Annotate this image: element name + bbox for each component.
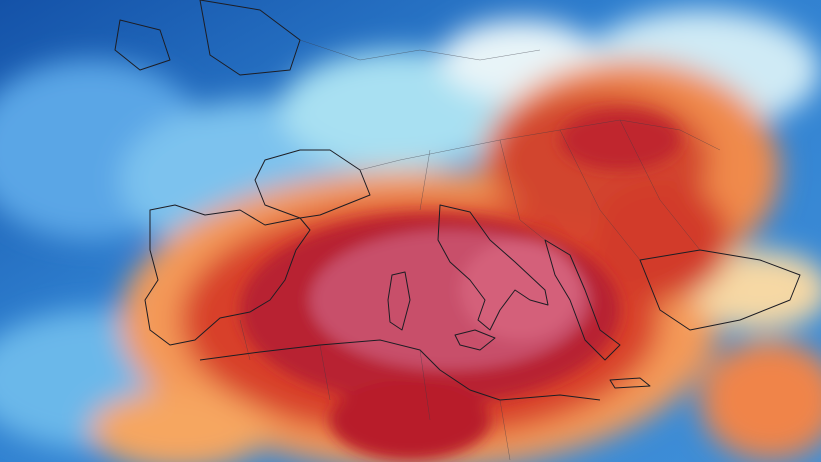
- france: [254, 149, 371, 219]
- hot-area: [590, 180, 730, 300]
- ireland: [114, 19, 171, 71]
- warm-area: [690, 250, 821, 330]
- sardinia: [387, 271, 411, 331]
- coastlines: [114, 0, 801, 461]
- anatolia: [639, 249, 801, 331]
- extreme-core: [460, 240, 580, 340]
- balkans: [544, 239, 621, 361]
- warm-area: [700, 340, 821, 460]
- italy: [437, 204, 549, 331]
- extreme-field: [240, 110, 680, 460]
- north-africa: [199, 339, 601, 401]
- iberia: [144, 204, 311, 346]
- britain: [199, 0, 301, 76]
- warm-area: [90, 390, 270, 462]
- sicily: [454, 329, 496, 351]
- extreme-area: [560, 110, 680, 170]
- borders: [239, 39, 721, 461]
- extreme-area: [330, 380, 490, 460]
- crete: [609, 377, 651, 389]
